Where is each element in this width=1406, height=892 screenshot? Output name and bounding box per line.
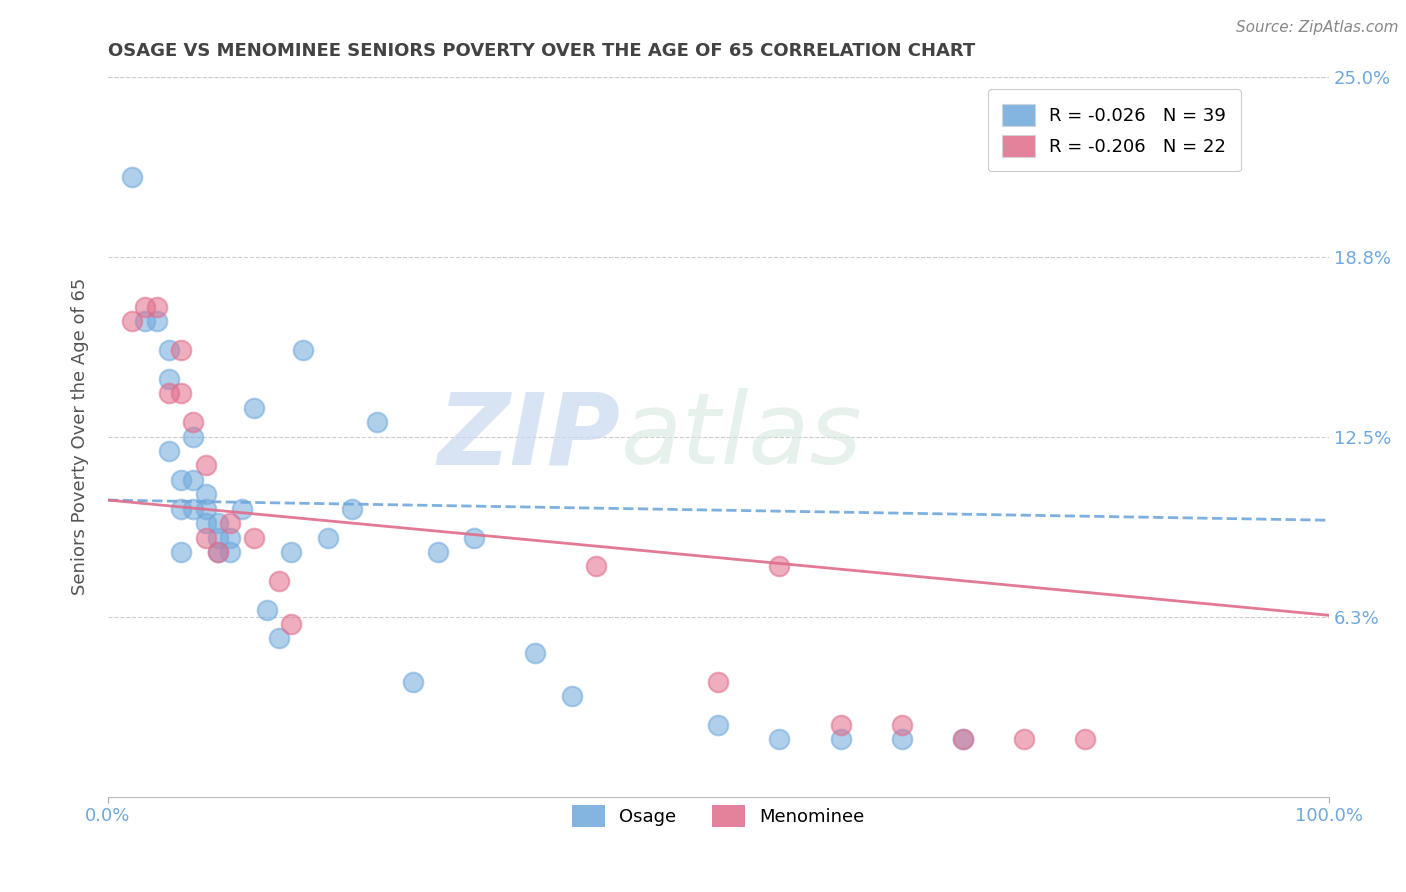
Point	[340, 501, 363, 516]
Point	[267, 632, 290, 646]
Point	[183, 415, 205, 429]
Point	[768, 732, 790, 747]
Point	[194, 501, 217, 516]
Point	[183, 501, 205, 516]
Point	[463, 531, 485, 545]
Point	[207, 531, 229, 545]
Point	[402, 674, 425, 689]
Point	[146, 314, 169, 328]
Point	[146, 300, 169, 314]
Point	[134, 300, 156, 314]
Point	[890, 718, 912, 732]
Point	[157, 444, 180, 458]
Point	[1012, 732, 1035, 747]
Point	[207, 516, 229, 530]
Point	[194, 516, 217, 530]
Point	[157, 343, 180, 358]
Point	[121, 170, 143, 185]
Point	[194, 487, 217, 501]
Point	[170, 501, 193, 516]
Point	[952, 732, 974, 747]
Point	[170, 473, 193, 487]
Point	[157, 372, 180, 386]
Point	[890, 732, 912, 747]
Text: OSAGE VS MENOMINEE SENIORS POVERTY OVER THE AGE OF 65 CORRELATION CHART: OSAGE VS MENOMINEE SENIORS POVERTY OVER …	[108, 42, 976, 60]
Point	[121, 314, 143, 328]
Point	[830, 718, 852, 732]
Point	[219, 531, 242, 545]
Point	[219, 545, 242, 559]
Point	[830, 732, 852, 747]
Point	[524, 646, 547, 660]
Point	[207, 545, 229, 559]
Point	[170, 343, 193, 358]
Point	[243, 401, 266, 415]
Y-axis label: Seniors Poverty Over the Age of 65: Seniors Poverty Over the Age of 65	[72, 278, 89, 595]
Point	[207, 545, 229, 559]
Point	[426, 545, 449, 559]
Point	[768, 559, 790, 574]
Point	[170, 386, 193, 401]
Point	[561, 689, 583, 703]
Text: ZIP: ZIP	[437, 388, 621, 485]
Point	[1073, 732, 1095, 747]
Point	[292, 343, 315, 358]
Point	[256, 602, 278, 616]
Point	[157, 386, 180, 401]
Point	[219, 516, 242, 530]
Point	[183, 473, 205, 487]
Point	[585, 559, 607, 574]
Point	[280, 545, 302, 559]
Point	[366, 415, 388, 429]
Point	[170, 545, 193, 559]
Point	[183, 430, 205, 444]
Point	[194, 458, 217, 473]
Point	[952, 732, 974, 747]
Point	[243, 531, 266, 545]
Legend: Osage, Menominee: Osage, Menominee	[565, 798, 872, 835]
Point	[707, 674, 730, 689]
Point	[134, 314, 156, 328]
Text: atlas: atlas	[621, 388, 862, 485]
Point	[280, 616, 302, 631]
Point	[316, 531, 339, 545]
Point	[231, 501, 253, 516]
Point	[707, 718, 730, 732]
Point	[194, 531, 217, 545]
Point	[267, 574, 290, 588]
Text: Source: ZipAtlas.com: Source: ZipAtlas.com	[1236, 20, 1399, 35]
